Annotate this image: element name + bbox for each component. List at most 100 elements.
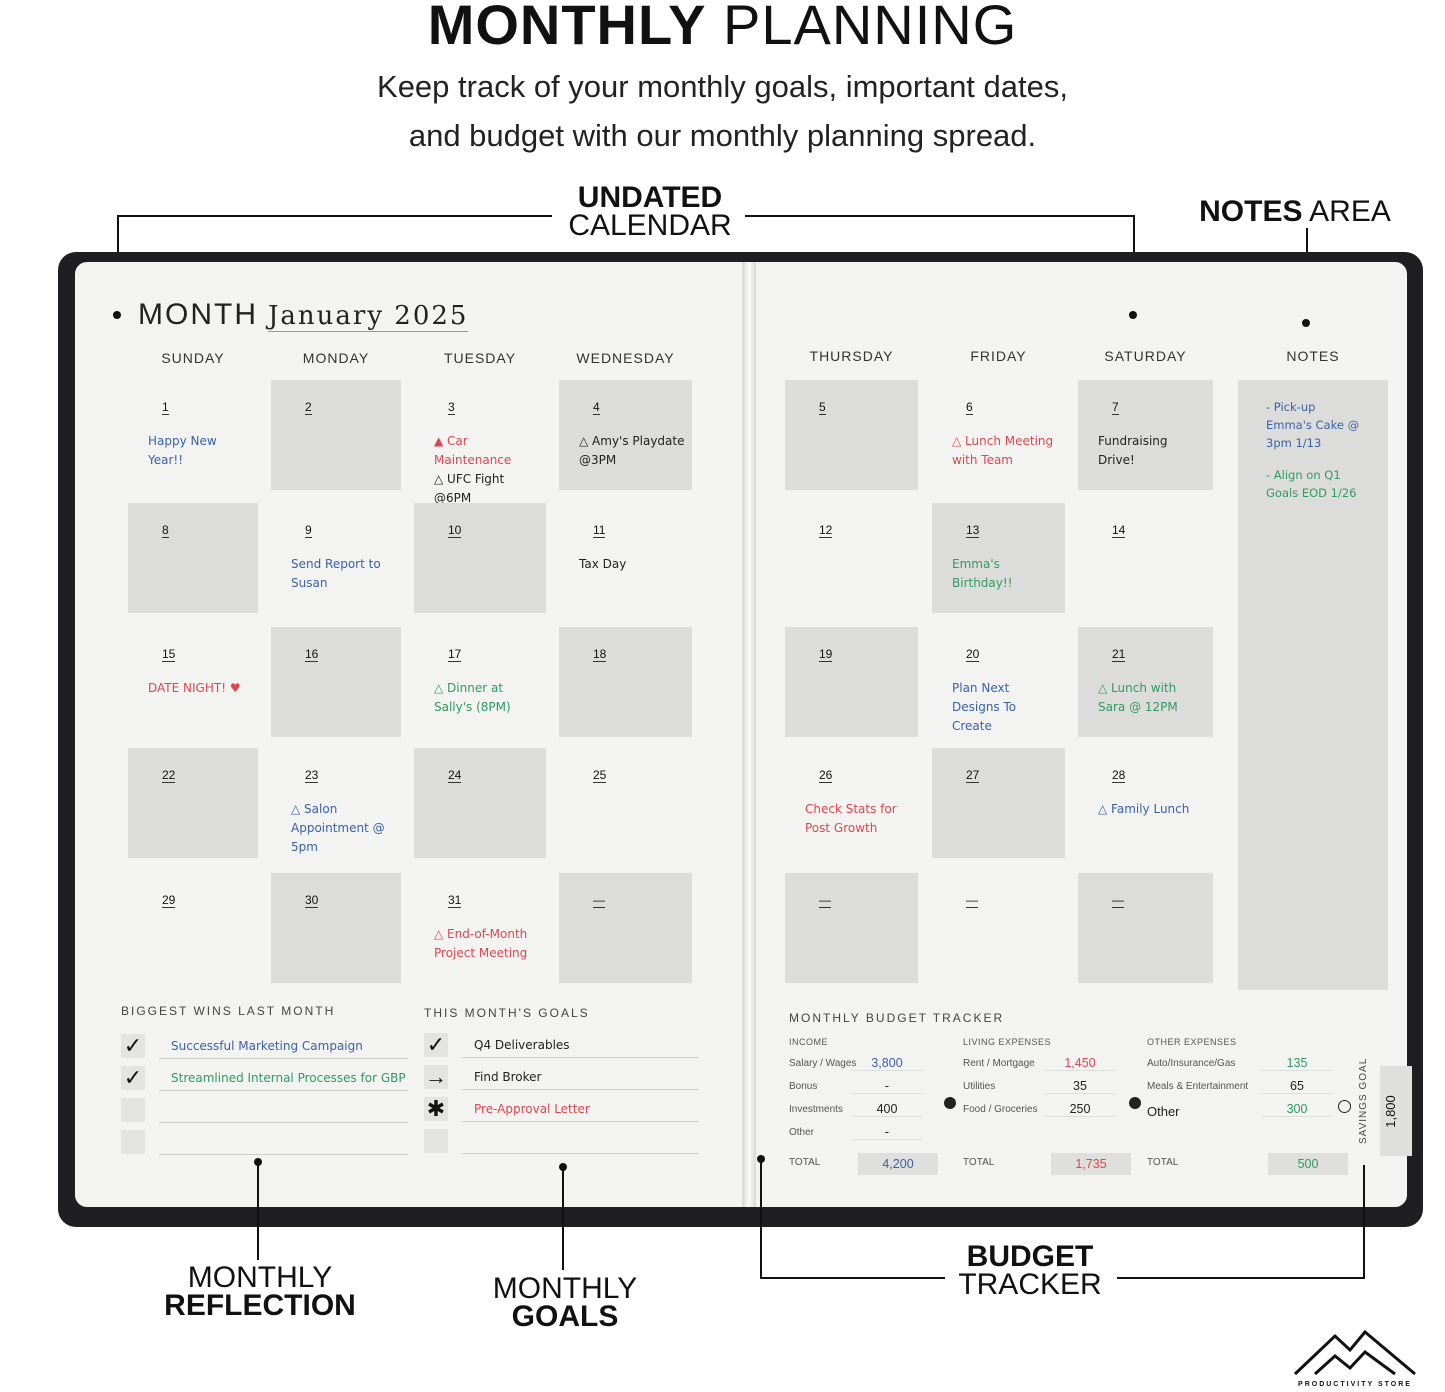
- calendar-day-cell[interactable]: 24: [414, 748, 546, 858]
- calendar-day-cell[interactable]: 13 Emma's Birthday!!: [932, 503, 1065, 613]
- callout-bold: NOTES: [1199, 195, 1303, 228]
- calendar-day-cell[interactable]: 16: [271, 627, 401, 737]
- calendar-day-cell[interactable]: 17 △ Dinner at Sally's (8PM): [414, 627, 546, 737]
- checkbox-marked[interactable]: ✓: [121, 1033, 145, 1058]
- callout-text: TRACKER: [958, 1268, 1102, 1301]
- day-number: 29: [162, 893, 176, 908]
- calendar-day-cell[interactable]: 26 Check Stats for Post Growth: [785, 748, 918, 858]
- event-note: △ Amy's Playdate @3PM: [579, 434, 685, 467]
- event-note: Tax Day: [579, 557, 627, 571]
- event-note: Happy New Year!!: [148, 434, 217, 467]
- calendar-day-cell[interactable]: 20 Plan Next Designs To Create: [932, 627, 1065, 737]
- budget-total-value: 500: [1268, 1153, 1348, 1175]
- callout-line: [760, 1277, 945, 1279]
- calendar-day-cell[interactable]: 9 Send Report to Susan: [271, 503, 401, 613]
- goals-row: [424, 1125, 699, 1157]
- goals-item-text: Find Broker: [462, 1064, 699, 1090]
- calendar-day-cell[interactable]: 19: [785, 627, 918, 737]
- callout-text: MONTHLY: [187, 1261, 333, 1294]
- calendar-day-cell[interactable]: —: [932, 873, 1065, 983]
- calendar-day-cell[interactable]: 3 ▲ Car Maintenance △ UFC Fight @6PM: [414, 380, 546, 505]
- callout-dot: [113, 311, 121, 319]
- calendar-day-cell[interactable]: 31 △ End-of-Month Project Meeting: [414, 873, 546, 983]
- checkbox-empty[interactable]: [121, 1098, 145, 1122]
- budget-total-label: TOTAL: [963, 1157, 995, 1168]
- callout-dot: [1129, 311, 1137, 319]
- budget-total-value: 1,735: [1051, 1153, 1131, 1175]
- budget-total-label: TOTAL: [789, 1157, 821, 1168]
- day-number: 15: [162, 647, 176, 662]
- checkbox-empty[interactable]: [424, 1129, 448, 1153]
- calendar-day-cell[interactable]: 7 Fundraising Drive!: [1078, 380, 1213, 490]
- calendar-day-cell[interactable]: 23 △ Salon Appointment @ 5pm: [271, 748, 401, 858]
- day-number: 6: [966, 400, 973, 415]
- day-number: 24: [448, 768, 462, 783]
- event-note: △ Lunch with Sara @ 12PM: [1098, 681, 1178, 714]
- calendar-day-cell[interactable]: 14: [1078, 503, 1213, 613]
- calendar-day-cell[interactable]: 1 Happy New Year!!: [128, 380, 258, 490]
- day-number: 17: [448, 647, 462, 662]
- day-notes: △ Lunch with Sara @ 12PM: [1098, 679, 1207, 717]
- calendar-day-cell[interactable]: 30: [271, 873, 401, 983]
- day-notes: Happy New Year!!: [148, 432, 252, 470]
- day-header-thursday: THURSDAY: [809, 348, 894, 364]
- day-header-tuesday: TUESDAY: [443, 350, 517, 366]
- calendar-day-cell[interactable]: 6 △ Lunch Meeting with Team: [932, 380, 1065, 490]
- checkbox-marked[interactable]: ✱: [424, 1096, 448, 1121]
- calendar-day-cell[interactable]: 25: [559, 748, 692, 858]
- minus-icon: [1129, 1097, 1141, 1109]
- calendar-day-cell[interactable]: 11 Tax Day: [559, 503, 692, 613]
- callout-bold: BUDGET: [966, 1240, 1094, 1273]
- callout-line: [1363, 1165, 1365, 1279]
- calendar-day-cell[interactable]: 8: [128, 503, 258, 613]
- note-item: - Align on Q1 Goals EOD 1/26: [1266, 468, 1357, 500]
- day-number: —: [593, 893, 605, 908]
- goals-row: ✱ Pre-Approval Letter: [424, 1093, 699, 1125]
- calendar-day-cell[interactable]: 12: [785, 503, 918, 613]
- calendar-day-cell[interactable]: —: [559, 873, 692, 983]
- calendar-day-cell[interactable]: 28 △ Family Lunch: [1078, 748, 1213, 858]
- callout-monthly-reflection: MONTHLY REFLECTION: [150, 1261, 370, 1321]
- checkbox-marked[interactable]: →: [424, 1064, 448, 1089]
- budget-group-title: OTHER EXPENSES: [1147, 1037, 1237, 1047]
- day-notes: Emma's Birthday!!: [952, 555, 1059, 593]
- calendar-day-cell[interactable]: —: [1078, 873, 1213, 983]
- callout-text: AREA: [1309, 195, 1391, 228]
- budget-row-label: Auto/Insurance/Gas: [1147, 1058, 1236, 1069]
- note-item: - Pick-up Emma's Cake @ 3pm 1/13: [1266, 400, 1360, 450]
- calendar-day-cell[interactable]: 10: [414, 503, 546, 613]
- budget-group-title: INCOME: [789, 1037, 828, 1047]
- calendar-day-cell[interactable]: 5: [785, 380, 918, 490]
- wins-title: BIGGEST WINS LAST MONTH: [121, 1004, 336, 1018]
- calendar-day-cell[interactable]: 29: [128, 873, 258, 983]
- callout-monthly-goals: MONTHLY GOALS: [470, 1274, 660, 1333]
- wins-item-text: [159, 1129, 408, 1155]
- savings-goal-box: 1,800: [1380, 1066, 1412, 1156]
- savings-goal-value: 1,800: [1382, 1095, 1398, 1128]
- calendar-day-cell[interactable]: 15 DATE NIGHT! ♥: [128, 627, 258, 737]
- calendar-day-cell[interactable]: 4 △ Amy's Playdate @3PM: [559, 380, 692, 490]
- calendar-day-cell[interactable]: 27: [932, 748, 1065, 858]
- callout-line: [257, 1160, 259, 1260]
- callout-bold: GOALS: [511, 1300, 619, 1333]
- checkbox-marked[interactable]: ✓: [424, 1032, 448, 1057]
- day-number: 28: [1112, 768, 1126, 783]
- event-note: Check Stats for Post Growth: [805, 802, 897, 835]
- budget-row-label: Other: [789, 1127, 815, 1138]
- budget-row-label: Bonus: [789, 1081, 818, 1092]
- budget-row-value: -: [852, 1125, 922, 1140]
- calendar-day-cell[interactable]: 22: [128, 748, 258, 858]
- event-note: ▲ Car Maintenance: [434, 434, 512, 467]
- budget-row-label: Other: [1147, 1104, 1180, 1119]
- budget-total-value: 4,200: [858, 1153, 938, 1175]
- wins-list: ✓ Successful Marketing Campaign ✓ Streamlin…: [121, 1030, 408, 1158]
- calendar-day-cell[interactable]: 2: [271, 380, 401, 490]
- calendar-day-cell[interactable]: —: [785, 873, 918, 983]
- day-header-sunday: SUNDAY: [161, 350, 225, 366]
- checkbox-empty[interactable]: [121, 1130, 145, 1154]
- checkbox-marked[interactable]: ✓: [121, 1065, 145, 1090]
- mountain-logo-icon: [1293, 1329, 1416, 1376]
- calendar-day-cell[interactable]: 18: [559, 627, 692, 737]
- calendar-day-cell[interactable]: 21 △ Lunch with Sara @ 12PM: [1078, 627, 1213, 737]
- notes-header: NOTES: [1286, 348, 1340, 364]
